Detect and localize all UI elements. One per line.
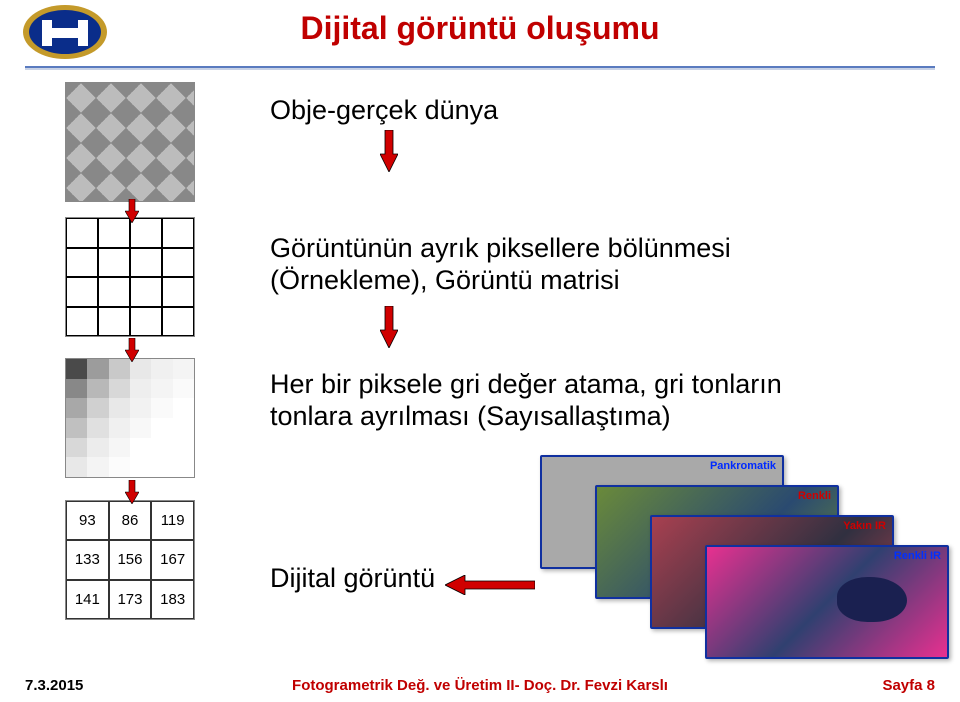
arrow-down-icon — [380, 130, 398, 172]
matrix-cell: 141 — [66, 580, 109, 619]
arrow-down-icon — [125, 480, 139, 504]
footer-page: Sayfa 8 — [882, 677, 935, 694]
slide-title: Dijital görüntü oluşumu — [0, 10, 960, 47]
label-object-world: Obje-gerçek dünya — [270, 95, 498, 126]
thumb-number-matrix: 9386119 133156167 141173183 — [65, 500, 195, 620]
title-underline — [25, 66, 935, 70]
label-sampling: Görüntünün ayrık piksellere bölünmesi (Ö… — [270, 232, 790, 297]
slide: Dijital görüntü oluşumu 9386119 133156167… — [0, 0, 960, 702]
matrix-cell: 133 — [66, 540, 109, 579]
matrix-cell: 156 — [109, 540, 152, 579]
sat-label: Renkli — [798, 490, 831, 502]
sat-color-ir: Renkli IR — [705, 545, 949, 659]
label-quantization: Her bir piksele gri değer atama, gri ton… — [270, 368, 870, 433]
thumb-pixelated — [65, 358, 195, 478]
sat-label: Yakın IR — [843, 520, 886, 532]
footer-center: Fotogrametrik Değ. ve Üretim II- Doç. Dr… — [25, 677, 935, 694]
matrix-cell: 167 — [151, 540, 194, 579]
sat-label: Pankromatik — [710, 460, 776, 472]
thumb-sampling-grid — [65, 217, 195, 337]
arrow-down-icon — [125, 199, 139, 223]
matrix-cell: 86 — [109, 501, 152, 540]
label-digital-image: Dijital görüntü — [270, 563, 435, 594]
matrix-cell: 183 — [151, 580, 194, 619]
matrix-cell: 119 — [151, 501, 194, 540]
footer: 7.3.2015 Fotogrametrik Değ. ve Üretim II… — [25, 677, 935, 694]
satellite-image-stack: Pankromatik Renkli Yakın IR Renkli IR — [540, 455, 940, 675]
matrix-cell: 173 — [109, 580, 152, 619]
sat-label: Renkli IR — [894, 550, 941, 562]
arrow-down-icon — [125, 338, 139, 362]
arrow-left-icon — [445, 575, 535, 595]
arrow-down-icon — [380, 306, 398, 348]
thumb-aerial-photo — [65, 82, 195, 202]
matrix-cell: 93 — [66, 501, 109, 540]
